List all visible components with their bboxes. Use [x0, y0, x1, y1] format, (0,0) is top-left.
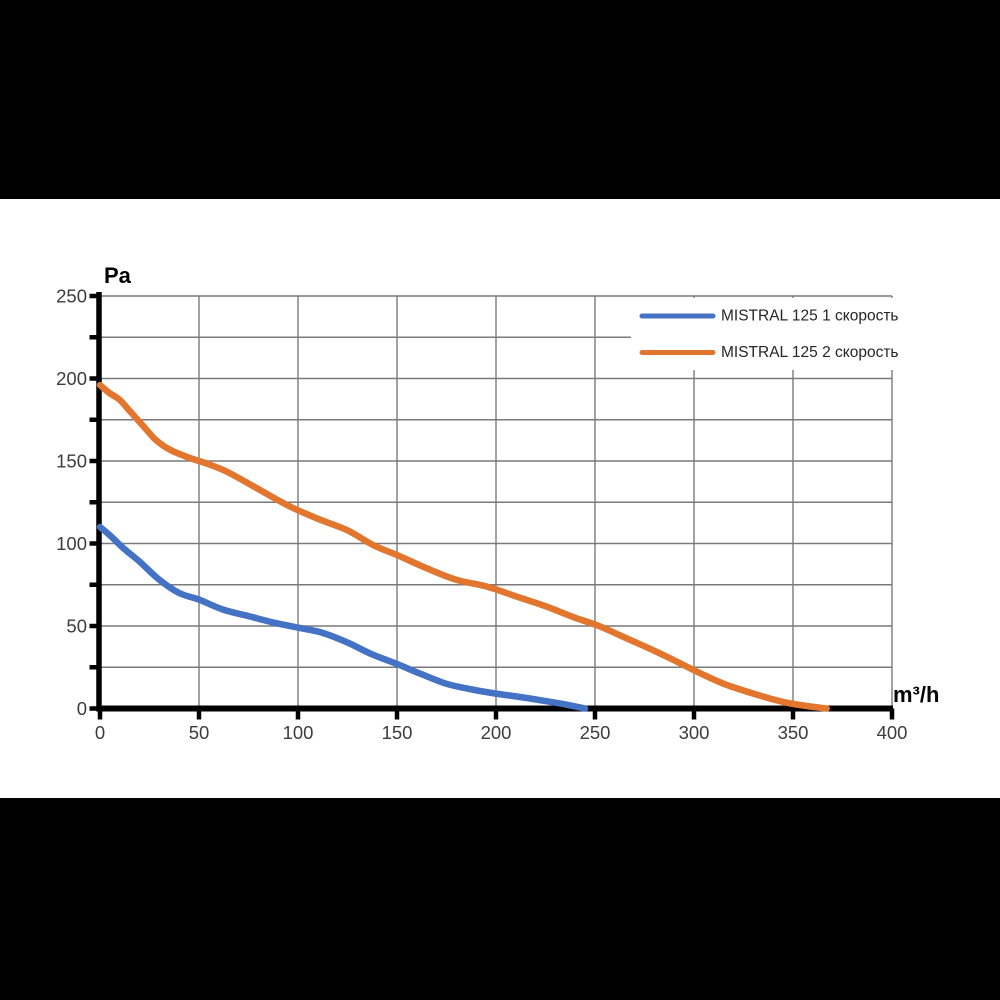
x-tick-label: 150 — [382, 722, 413, 743]
x-tick-label: 200 — [481, 722, 512, 743]
legend-box — [631, 298, 893, 370]
letterbox-bottom — [0, 798, 1000, 1000]
x-tick-label: 400 — [877, 722, 908, 743]
y-tick-label: 0 — [77, 698, 87, 719]
legend-label-1: MISTRAL 125 1 скорость — [721, 308, 899, 325]
y-tick-label: 100 — [56, 533, 87, 554]
series-line-1 — [96, 523, 589, 712]
x-tick-label: 0 — [95, 722, 105, 743]
legend-label-2: MISTRAL 125 2 скорость — [721, 344, 899, 361]
x-tick-label: 350 — [778, 722, 809, 743]
y-tick-label: 150 — [56, 451, 87, 472]
y-tick-label: 200 — [56, 368, 87, 389]
y-tick-label: 50 — [66, 616, 87, 637]
series-line-2 — [96, 381, 830, 712]
x-tick-label: 300 — [679, 722, 710, 743]
x-tick-label: 50 — [189, 722, 210, 743]
y-tick-label: 250 — [56, 286, 87, 307]
x-axis-title: m³/h — [893, 682, 940, 707]
y-axis-title: Pa — [104, 263, 131, 288]
x-tick-label: 250 — [580, 722, 611, 743]
letterbox-top — [0, 0, 1000, 199]
x-tick-label: 100 — [283, 722, 314, 743]
